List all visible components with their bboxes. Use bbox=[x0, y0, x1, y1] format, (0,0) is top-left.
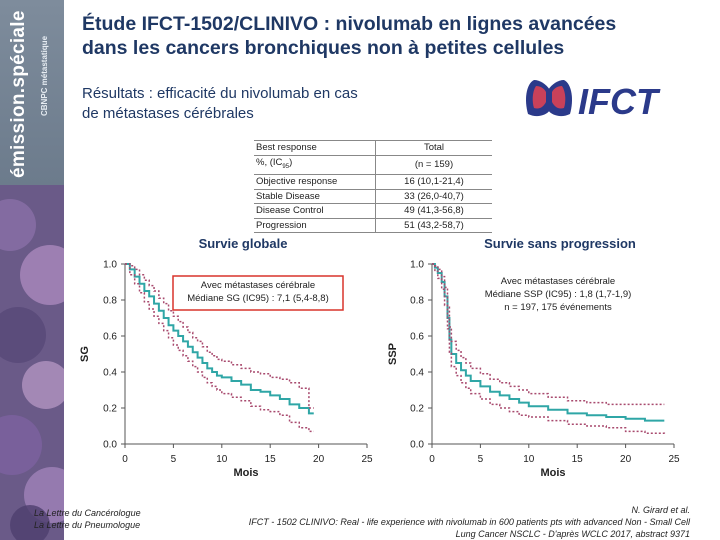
table-row-value: 51 (43,2-58,7) bbox=[375, 218, 492, 234]
table-row-label: Progression bbox=[254, 218, 376, 234]
table-row-value: 33 (26,0-40,7) bbox=[375, 189, 492, 205]
table-row-value: 16 (10,1-21,4) bbox=[375, 174, 492, 190]
sidebar-top-band bbox=[0, 0, 64, 185]
y-tick-label: 0.4 bbox=[410, 368, 424, 379]
series-line-lower bbox=[432, 263, 666, 435]
table-subheader-label: %, (IC95) bbox=[254, 155, 376, 176]
annotation-text: Médiane SG (IC95) : 7,1 (5,4-8,8) bbox=[187, 293, 329, 304]
y-tick-label: 0.6 bbox=[103, 332, 117, 343]
annotation-text: Avec métastases cérébrale bbox=[501, 276, 615, 287]
annotation-text: n = 197, 175 événements bbox=[504, 302, 612, 313]
chart-title: Survie globale bbox=[199, 236, 288, 251]
x-tick-label: 5 bbox=[171, 454, 177, 465]
series-line-estimate bbox=[125, 263, 314, 415]
table-row-label: Objective response bbox=[254, 174, 376, 190]
table-row: Objective response 16 (10,1-21,4) bbox=[254, 174, 492, 190]
brand-name: émission.spéciale bbox=[8, 10, 29, 178]
table-row-value: 49 (41,3-56,8) bbox=[375, 203, 492, 219]
y-tick-label: 0.0 bbox=[103, 440, 117, 451]
table-header-row: Best response Total bbox=[254, 140, 492, 156]
x-tick-label: 20 bbox=[313, 454, 325, 465]
footer-reference: N. Girard et al. IFCT - 1502 CLINIVO: Re… bbox=[170, 504, 690, 540]
subtitle-line-2: de métastases cérébrales bbox=[82, 105, 254, 122]
page-title: Étude IFCT-1502/CLINIVO : nivolumab en l… bbox=[82, 12, 712, 60]
table-subheader-value: (n = 159) bbox=[375, 155, 492, 176]
x-tick-label: 20 bbox=[620, 454, 632, 465]
series-line-estimate bbox=[432, 263, 665, 422]
sidebar-histology-image bbox=[0, 185, 64, 540]
best-response-table: Best response Total %, (IC95) (n = 159) … bbox=[254, 140, 492, 234]
y-tick-label: 0.8 bbox=[410, 296, 424, 307]
footer-publications: La Lettre du Cancérologue La Lettre du P… bbox=[34, 507, 141, 531]
x-tick-label: 5 bbox=[478, 454, 484, 465]
y-tick-label: 0.2 bbox=[103, 404, 117, 415]
table-row-label: Disease Control bbox=[254, 203, 376, 219]
table-header-value: Total bbox=[375, 140, 492, 156]
x-tick-label: 15 bbox=[265, 454, 277, 465]
y-tick-label: 1.0 bbox=[410, 260, 424, 271]
subtitle-line-1: Résultats : efficacité du nivolumab en c… bbox=[82, 85, 358, 102]
x-axis-label: Mois bbox=[233, 467, 258, 479]
annotation-text: Médiane SSP (IC95) : 1,8 (1,7-1,9) bbox=[485, 289, 632, 300]
x-tick-label: 25 bbox=[361, 454, 373, 465]
y-tick-label: 0.0 bbox=[410, 440, 424, 451]
y-axis-label: SSP bbox=[387, 343, 399, 365]
y-axis-label: SG bbox=[79, 346, 91, 362]
x-tick-label: 10 bbox=[523, 454, 535, 465]
x-axis-label: Mois bbox=[540, 467, 565, 479]
footer-publication-1: La Lettre du Cancérologue bbox=[34, 508, 141, 518]
table-row: Stable Disease 33 (26,0-40,7) bbox=[254, 189, 492, 205]
chart-title: Survie sans progression bbox=[484, 236, 636, 251]
footer-ref-source: Lung Cancer NSCLC - D'après WCLC 2017, a… bbox=[455, 529, 690, 539]
table-header-label: Best response bbox=[254, 140, 376, 156]
y-tick-label: 0.2 bbox=[410, 404, 424, 415]
brand-subtitle: CBNPC métastatique bbox=[40, 35, 49, 116]
logo-text: IFCT bbox=[578, 81, 661, 120]
y-tick-label: 0.6 bbox=[410, 332, 424, 343]
x-tick-label: 15 bbox=[572, 454, 584, 465]
series-line-upper bbox=[125, 263, 314, 409]
annotation-box bbox=[172, 275, 344, 311]
table-row-label: Stable Disease bbox=[254, 189, 376, 205]
y-tick-label: 0.4 bbox=[103, 368, 117, 379]
x-tick-label: 0 bbox=[122, 454, 128, 465]
title-line-2: dans les cancers bronchiques non à petit… bbox=[82, 37, 565, 59]
x-tick-label: 25 bbox=[668, 454, 680, 465]
footer-publication-2: La Lettre du Pneumologue bbox=[34, 520, 141, 530]
table-row: Disease Control 49 (41,3-56,8) bbox=[254, 203, 492, 219]
y-tick-label: 1.0 bbox=[103, 260, 117, 271]
title-line-1: Étude IFCT-1502/CLINIVO : nivolumab en l… bbox=[82, 13, 617, 35]
x-tick-label: 0 bbox=[429, 454, 435, 465]
x-tick-label: 10 bbox=[216, 454, 228, 465]
y-tick-label: 0.8 bbox=[103, 296, 117, 307]
os-chart: Survie globale 0.0 0.2 0.4 0.6 0.8 1.0 0 5 10 15 20… bbox=[79, 236, 373, 479]
pfs-chart: Survie sans progression 0.0 0.2 0.4 0.6 0.8 1.… bbox=[387, 236, 680, 479]
footer-ref-title: IFCT - 1502 CLINIVO: Real - life experie… bbox=[248, 517, 690, 527]
footer-ref-authors: N. Girard et al. bbox=[631, 505, 690, 515]
page-subtitle: Résultats : efficacité du nivolumab en c… bbox=[82, 84, 502, 124]
table-subheader-row: %, (IC95) (n = 159) bbox=[254, 155, 492, 176]
sidebar: émission.spéciale CBNPC métastatique bbox=[0, 0, 64, 540]
table-row: Progression 51 (43,2-58,7) bbox=[254, 218, 492, 234]
annotation-text: Avec métastases cérébrale bbox=[201, 280, 315, 291]
ifct-logo: IFCT bbox=[526, 80, 661, 120]
